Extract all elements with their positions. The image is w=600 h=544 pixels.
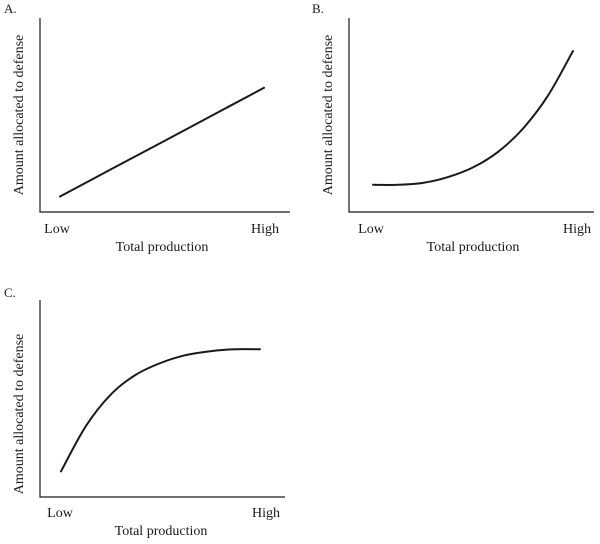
panel-a-axes [39, 18, 290, 213]
panel-b-x-tick-low: Low [358, 222, 385, 237]
panel-c: C. Amount allocated to defense Low High … [4, 285, 285, 539]
panel-c-x-axis-title: Total production [115, 524, 208, 539]
panel-b: B. Amount allocated to defense Low High … [312, 1, 594, 255]
panel-b-curve [372, 50, 574, 186]
panel-c-axes [39, 300, 285, 498]
panel-a-x-tick-high: High [251, 222, 279, 237]
panel-b-x-tick-high: High [563, 222, 591, 237]
panel-a-x-tick-low: Low [44, 222, 71, 237]
panel-c-curve [60, 348, 261, 473]
panel-b-y-axis-title: Amount allocated to defense [321, 35, 336, 196]
panel-b-label: B. [312, 1, 324, 16]
panel-b-axes [348, 18, 594, 213]
panel-b-x-axis-title: Total production [427, 240, 520, 255]
panel-a: A. Amount allocated to defense Low High … [4, 1, 290, 255]
panel-a-curve [59, 86, 265, 198]
panel-a-label: A. [4, 1, 17, 16]
panel-c-y-axis-title: Amount allocated to defense [12, 334, 27, 495]
panel-c-x-tick-high: High [252, 506, 280, 521]
panel-c-x-tick-low: Low [47, 506, 74, 521]
panel-a-y-axis-title: Amount allocated to defense [12, 35, 27, 196]
panel-a-x-axis-title: Total production [116, 240, 209, 255]
panel-c-label: C. [4, 285, 16, 300]
